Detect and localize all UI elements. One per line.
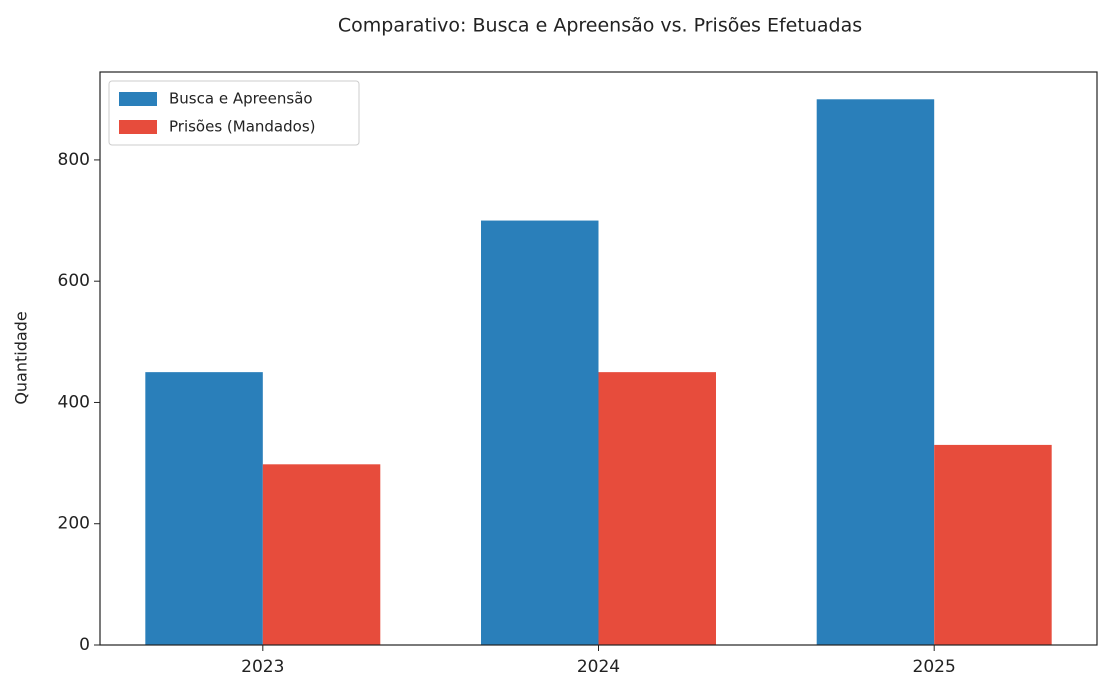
bar bbox=[934, 444, 1052, 645]
legend-label: Busca e Apreensão bbox=[169, 90, 313, 108]
legend-box bbox=[108, 80, 360, 146]
y-tick-label: 200 bbox=[58, 514, 90, 534]
bar bbox=[598, 372, 716, 645]
y-tick-label: 0 bbox=[79, 635, 90, 655]
y-tick-label: 400 bbox=[58, 392, 90, 412]
legend-label: Prisões (Mandados) bbox=[169, 118, 316, 136]
x-tick-label: 2023 bbox=[241, 657, 284, 677]
x-tick-label: 2024 bbox=[577, 657, 620, 677]
bar bbox=[481, 220, 599, 646]
y-tick-label: 600 bbox=[58, 271, 90, 291]
y-axis-label: Quantidade bbox=[12, 311, 31, 404]
legend-swatch bbox=[119, 120, 157, 134]
bar bbox=[145, 372, 263, 645]
chart-title: Comparativo: Busca e Apreensão vs. Prisõ… bbox=[338, 15, 862, 37]
y-tick-label: 800 bbox=[58, 150, 90, 170]
bar bbox=[262, 464, 381, 645]
x-tick-label: 2025 bbox=[913, 657, 956, 677]
legend-swatch bbox=[119, 92, 157, 106]
bar bbox=[816, 99, 935, 646]
plot-frame bbox=[99, 71, 1098, 646]
